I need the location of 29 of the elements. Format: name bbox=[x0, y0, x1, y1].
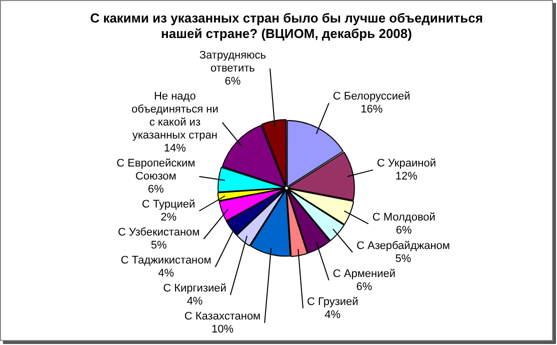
data-label: 4% bbox=[158, 268, 174, 280]
slice-label: С Европейским Союзом bbox=[116, 158, 196, 183]
slice-label: С Арменией bbox=[332, 268, 396, 280]
slice-label: С Азербайджаном bbox=[356, 240, 450, 252]
data-label: 4% bbox=[186, 296, 203, 308]
slice-label: С Украиной bbox=[376, 157, 436, 170]
data-label: 10% bbox=[211, 324, 234, 336]
data-label: 2% bbox=[160, 212, 177, 224]
data-label: 6% bbox=[224, 76, 241, 88]
data-label: 14% bbox=[164, 142, 186, 155]
data-label: 5% bbox=[150, 240, 167, 252]
data-label: 6% bbox=[396, 224, 412, 236]
slice-label: С Грузией bbox=[306, 296, 358, 308]
chart-title: С какими из указанных стран было бы лучше объединиться нашей стране? (ВЦИОМ, декабрь 2008) bbox=[90, 10, 483, 41]
data-label: 6% bbox=[356, 280, 372, 293]
slice-label: Затрудняюсь ответить bbox=[199, 50, 266, 75]
slice-label: С Узбекистаном bbox=[118, 226, 200, 239]
slice-label: С Молдовой bbox=[372, 211, 436, 224]
data-label: 12% bbox=[395, 170, 418, 182]
data-label: 6% bbox=[148, 184, 164, 196]
data-label: 5% bbox=[395, 252, 412, 265]
slice-label: С Киргизией bbox=[163, 282, 226, 295]
data-label: 16% bbox=[360, 104, 383, 116]
slice-label: Не надо объединяться ни с какой из указанных стран bbox=[131, 90, 218, 142]
slice-label: С Таджикистаном bbox=[120, 254, 212, 267]
slice-label: С Турцией bbox=[142, 198, 196, 211]
slice-label: С Казахстаном bbox=[184, 310, 261, 323]
data-label: 4% bbox=[324, 308, 341, 321]
slice-label: С Белоруссией bbox=[332, 90, 410, 103]
